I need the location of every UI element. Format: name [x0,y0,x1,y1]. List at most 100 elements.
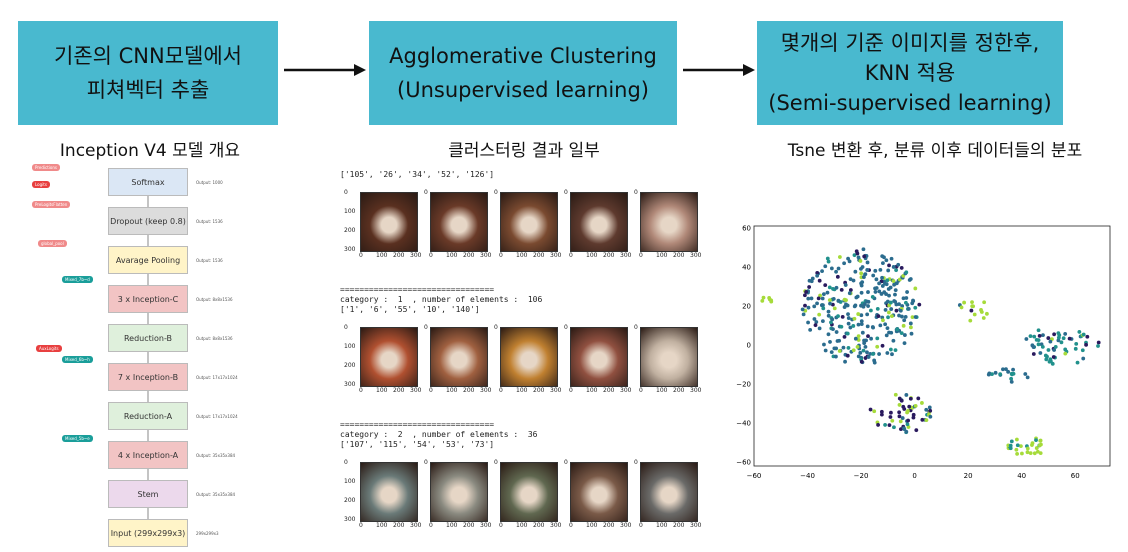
scatter-point [853,336,858,341]
scatter-point [760,298,765,303]
scatter-point [901,296,906,301]
x-tick-label: 300 [690,252,702,259]
scatter-point [868,407,873,412]
x-tick-label: 100 [446,252,458,259]
scatter-point [883,423,888,427]
scatter-point [832,306,837,311]
scatter-point [817,326,822,331]
scatter-point [907,404,912,409]
scatter-point [1052,348,1057,352]
scatter-point [1028,334,1033,339]
scatter-point [875,307,880,311]
y-tick-label: 300 [344,381,356,388]
x-tick-label: 200 [463,522,475,529]
x-tick-label: 100 [586,252,598,259]
x-tick-label: 0 [499,387,503,394]
cluster-image-thumbnail [430,327,488,387]
scatter-point [891,338,896,343]
scatter-point [883,281,887,286]
scatter-point [865,312,870,317]
y-tick-label: 300 [344,516,356,523]
scatter-point [1084,342,1088,347]
scatter-point [1053,345,1058,349]
scatter-point [829,350,834,355]
scatter-point [897,302,901,307]
scatter-point [873,290,878,294]
x-tick-label: 300 [550,522,562,529]
y-tick-label: 100 [344,343,356,350]
scatter-point [1038,451,1043,456]
scatter-point [873,268,878,273]
scatter-point [853,269,858,274]
scatter-point [803,293,807,298]
scatter-point [856,354,861,359]
scatter-point [1085,334,1090,339]
scatter-point [845,353,850,358]
arrow-icon [683,64,755,76]
scatter-point [1080,348,1085,353]
scatter-point [897,414,902,419]
layer-block: Stem [108,480,188,508]
y-tick-label: −20 [736,381,751,389]
x-tick-label: 100 [376,387,388,394]
x-tick-label: 300 [480,387,492,394]
scatter-point [865,350,869,355]
scatter-point [844,298,848,303]
scatter-point [812,304,817,309]
y-tick-label: 0 [747,342,751,350]
scatter-point [893,292,897,297]
scatter-point [827,285,832,290]
scatter-point [856,255,861,260]
y-tick-label: 300 [344,246,356,253]
separator-line: ================================ [340,420,495,429]
scatter-point [904,270,909,275]
scatter-point [813,323,818,328]
scatter-point [913,315,918,319]
x-tick-label: 300 [690,387,702,394]
scatter-point [990,372,994,377]
scatter-point [865,299,869,304]
scatter-point [1037,443,1042,448]
scatter-point [1034,446,1039,450]
scatter-point [969,308,974,313]
endpoint-tag: Logits [32,181,50,188]
scatter-point [871,352,875,356]
cluster-image-thumbnail [360,462,418,522]
cluster-image-thumbnail [500,327,558,387]
y-tick-label: 0 [344,459,348,466]
scatter-point [1030,443,1034,447]
scatter-point [979,310,984,314]
scatter-point [1073,346,1078,351]
scatter-point [830,317,835,322]
layer-output-shape: Output: 1000 [196,180,223,185]
x-tick-label: 100 [586,522,598,529]
scatter-point [806,305,811,310]
endpoint-tag: global_pool [38,240,67,247]
scatter-point [880,275,884,280]
scatter-point [843,283,848,287]
x-tick-label: 100 [656,252,668,259]
scatter-point [825,256,830,261]
scatter-point [896,262,901,267]
scatter-point [910,315,915,319]
scatter-point [836,314,840,319]
scatter-point [1036,342,1041,347]
scatter-point [920,401,924,405]
scatter-point [834,285,839,290]
scatter-point [875,344,880,349]
layer-block: Reduction-A [108,402,188,430]
scatter-point [860,330,865,335]
caption-inception: Inception V4 모델 개요 [59,141,241,161]
y-tick-label: 0 [424,324,428,331]
scatter-point [891,279,896,283]
x-tick-label: 100 [586,387,598,394]
y-tick-label: 0 [344,189,348,196]
x-tick-label: 0 [499,522,503,529]
scatter-point [854,249,859,254]
scatter-point [1063,332,1068,336]
scatter-point [901,323,906,328]
scatter-point [856,312,861,316]
scatter-point [1011,367,1015,372]
scatter-point [1020,451,1024,456]
x-tick-label: 300 [620,252,632,259]
